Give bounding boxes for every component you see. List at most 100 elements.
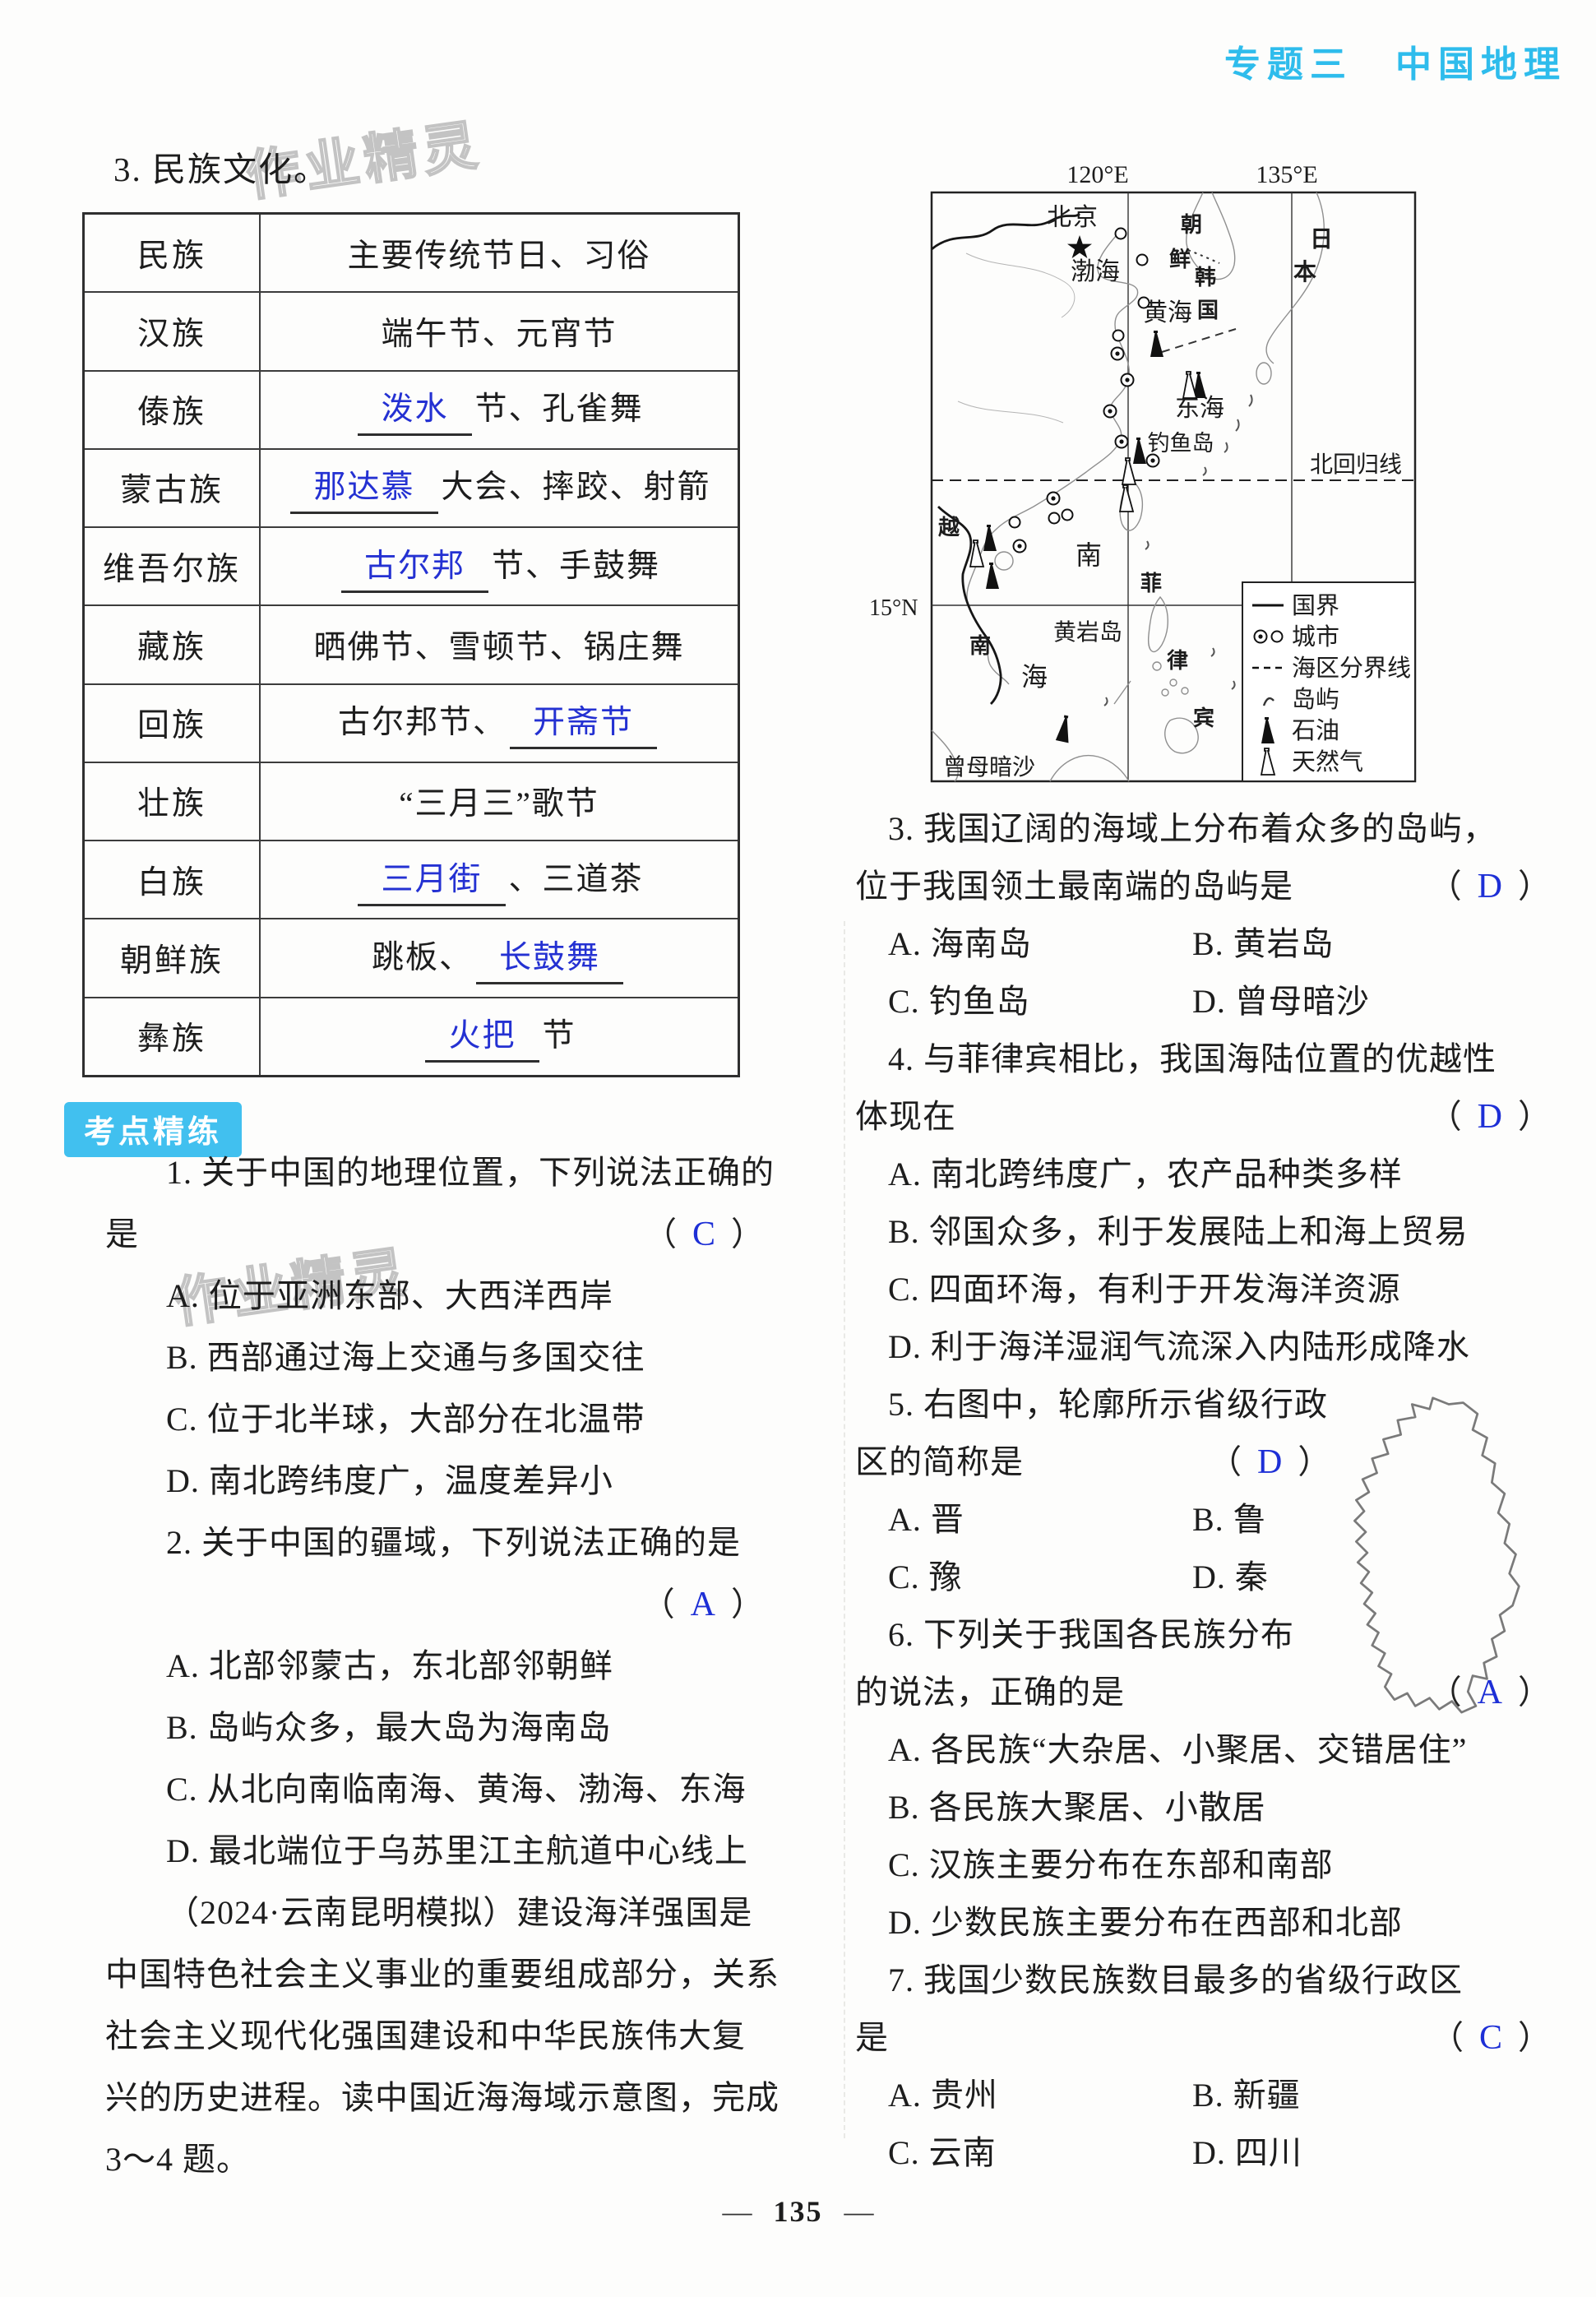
text-line: D. 最北端位于乌苏里江主航道中心线上 （） — [64, 1820, 837, 1882]
paren-open: （ — [643, 1216, 678, 1253]
text-line: 4. 与菲律宾相比，我国海陆位置的优越性 （） — [855, 1030, 1572, 1088]
line-text: B. 西部通过海上交通与多国交往 — [166, 1339, 645, 1376]
paren-close: ） — [731, 1216, 765, 1253]
answer-blank: （ D ） — [1429, 858, 1552, 915]
ethnic-name: 汉族 — [85, 293, 261, 370]
longitude-label-120e: 120°E — [1066, 161, 1128, 188]
text-line: C. 云南 D. 四川 （） — [855, 2124, 1572, 2182]
handwritten-answer: 泼水 — [381, 391, 449, 428]
fill-in-blank: 开斋节 — [510, 705, 658, 750]
legend-oil-label: 石油 — [1292, 717, 1339, 744]
text-line: 社会主义现代化强国建设和中华民族伟大复 （） — [64, 2005, 837, 2067]
line-text: 体现在 — [855, 1098, 956, 1135]
line-text: A. 晋 — [888, 1501, 965, 1538]
table-header-festival: 主要传统节日、习俗 — [347, 238, 651, 274]
line-text-col2: D. 四川 — [1192, 2134, 1302, 2171]
fill-in-blank: 三月街 — [358, 864, 506, 906]
line-text: 位于我国领土最南端的岛屿是 — [855, 868, 1293, 905]
ethnic-name: 维吾尔族 — [85, 528, 261, 605]
line-text: A. 位于亚洲东部、大西洋西岸 — [166, 1277, 613, 1314]
map-frame — [930, 191, 1417, 783]
ethnic-name: 彝族 — [85, 998, 261, 1075]
table-row: 维吾尔族 古尔邦 节、手鼓舞 — [85, 528, 738, 607]
festival-text: 节、手鼓舞 — [492, 548, 661, 584]
festival-text: 古尔邦节、 — [337, 705, 507, 741]
handwritten-answer: 开斋节 — [533, 705, 635, 741]
paren-close: ） — [1518, 868, 1552, 905]
text-line: （ A ） — [64, 1573, 837, 1635]
line-text: C. 从北向南临南海、黄海、渤海、东海 — [166, 1771, 747, 1808]
paren-close: ） — [1518, 1098, 1552, 1135]
festival-cell: 古尔邦 节、手鼓舞 — [261, 540, 738, 593]
text-line: 中国特色社会主义事业的重要组成部分，关系 （） — [64, 1943, 837, 2005]
line-text: 1. 关于中国的地理位置，下列说法正确的 — [166, 1154, 775, 1191]
festival-text: 、三道茶 — [508, 861, 644, 897]
line-text: D. 南北跨纬度广，温度差异小 — [166, 1462, 613, 1499]
text-line: 1. 关于中国的地理位置，下列说法正确的 （） — [64, 1142, 837, 1203]
footer-dash-left: — — [722, 2195, 752, 2228]
paren-open: （ — [1428, 868, 1463, 905]
handwritten-answer: 长鼓舞 — [499, 940, 601, 976]
answer-blank: （ C ） — [644, 1203, 765, 1266]
sea-boundary-dashed — [1161, 328, 1237, 353]
right-column: 3. 我国辽阔的海域上分布着众多的岛屿， （ ） 位于我国领土最南端的岛屿是 （D… — [855, 800, 1572, 2182]
column-divider — [844, 921, 845, 2138]
line-text: A. 海南岛 — [888, 925, 1032, 962]
answer-letter: A — [1477, 1674, 1503, 1711]
text-line: 的说法，正确的是 （A） — [855, 1664, 1572, 1721]
table-header-row: 民族 主要传统节日、习俗 — [85, 215, 738, 294]
answer-letter: D — [1477, 1098, 1503, 1136]
festival-cell: 那达慕 大会、摔跤、射箭 — [261, 461, 738, 515]
handwritten-answer: 那达慕 — [313, 470, 415, 506]
text-line: B. 各民族大聚居、小散居 （） — [855, 1779, 1572, 1836]
line-text: 是 — [105, 1216, 139, 1253]
table-row: 壮族 “三月三”歌节 — [85, 762, 738, 842]
text-line: C. 从北向南临南海、黄海、渤海、东海 （） — [64, 1758, 837, 1820]
festival-cell: 晒佛节、雪顿节、锅庄舞 — [261, 622, 738, 668]
line-text: B. 岛屿众多，最大岛为海南岛 — [166, 1709, 612, 1746]
line-text: 的说法，正确的是 — [855, 1674, 1125, 1711]
legend-gas-label: 天然气 — [1292, 748, 1363, 776]
line-text-col2: D. 曾母暗沙 — [1192, 983, 1370, 1020]
festival-cell: “三月三”歌节 — [261, 778, 738, 824]
text-line: A. 北部邻蒙古，东北部邻朝鲜 （） — [64, 1635, 837, 1697]
bohai-sea-label: 渤海 — [1071, 258, 1120, 285]
line-text-col2: B. 鲁 — [1192, 1501, 1267, 1538]
answer-blank: （A） — [1429, 1664, 1552, 1721]
line-text: C. 四面环海，有利于开发海洋资源 — [888, 1271, 1401, 1308]
line-text: C. 钓鱼岛 — [888, 983, 1030, 1020]
oil-field-icons — [983, 331, 1206, 743]
paren-close: ） — [1518, 1674, 1552, 1711]
line-text: C. 云南 — [888, 2134, 997, 2171]
line-text: 社会主义现代化强国建设和中华民族伟大复 — [105, 2017, 746, 2054]
text-line: B. 邻国众多，利于发展陆上和海上贸易 （） — [855, 1203, 1572, 1261]
korea-south-char-1: 韩 — [1195, 265, 1216, 289]
line-text-col2: D. 秦 — [1192, 1558, 1269, 1595]
paren-open: （ — [641, 1586, 676, 1623]
text-line: 是 （ C ） — [64, 1203, 837, 1265]
text-line: C. 钓鱼岛 D. 曾母暗沙 （） — [855, 973, 1572, 1030]
line-text: 中国特色社会主义事业的重要组成部分，关系 — [105, 1956, 779, 1993]
line-text: 3. 我国辽阔的海域上分布着众多的岛屿， — [888, 810, 1497, 847]
paren-close: ） — [1298, 1443, 1332, 1480]
text-line: A. 各民族“大杂居、小聚居、交错居住” （） — [855, 1721, 1572, 1779]
text-line: B. 西部通过海上交通与多国交往 （） — [64, 1327, 837, 1388]
korea-south-char-2: 国 — [1197, 298, 1219, 322]
longitude-label-135e: 135°E — [1256, 161, 1317, 188]
handwritten-answer: 古尔邦 — [363, 548, 465, 584]
diaoyu-island-label: 钓鱼岛 — [1148, 431, 1214, 456]
festival-cell: 端午节、元宵节 — [261, 308, 738, 354]
line-text: （2024·云南昆明模拟）建设海洋强国是 — [166, 1894, 753, 1931]
text-line: 体现在 （ D ） — [855, 1088, 1572, 1146]
text-line: A. 海南岛 B. 黄岩岛 （） — [855, 915, 1572, 973]
line-text: D. 最北端位于乌苏里江主航道中心线上 — [166, 1832, 748, 1869]
zengmu-ansha-label: 曾母暗沙 — [943, 754, 1035, 780]
line-text-col2: B. 新疆 — [1192, 2077, 1301, 2114]
page-number: 135 — [773, 2195, 823, 2228]
country-labels: 朝 鲜 韩 国 日 本 越 南 菲 律 宾 — [938, 212, 1333, 730]
festival-text: 晒佛节、雪顿节、锅庄舞 — [313, 629, 685, 665]
philippines-char-2: 律 — [1167, 648, 1188, 673]
festival-text: 跳板、 — [371, 940, 473, 976]
ethnic-name: 傣族 — [85, 371, 261, 448]
china-seas-map: 120°E 135°E 15°N 北回归线 — [869, 161, 1417, 783]
